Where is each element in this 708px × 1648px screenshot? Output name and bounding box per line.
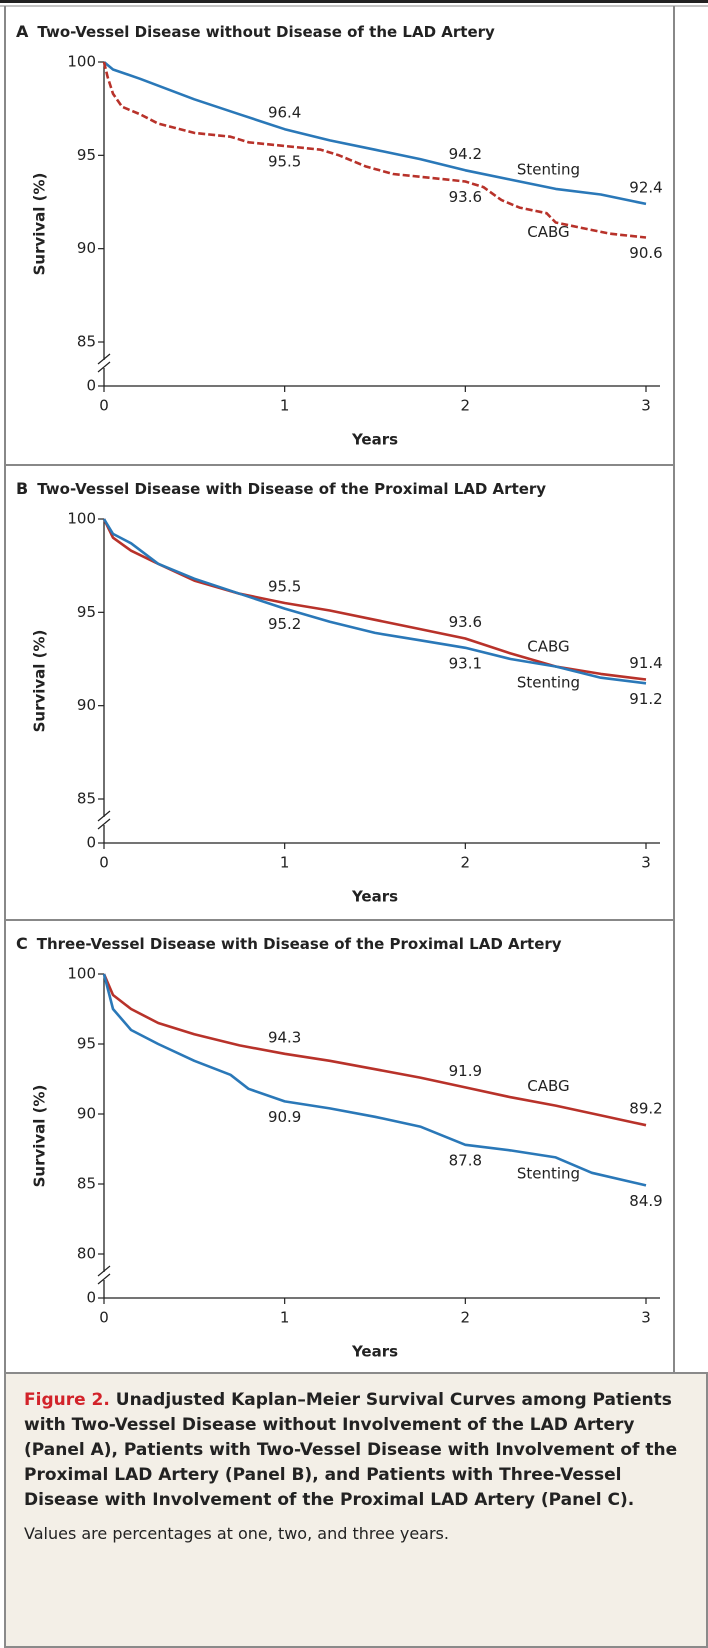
series-name: CABG <box>527 637 569 655</box>
value-label: 91.9 <box>449 1062 482 1080</box>
x-tick-label: 3 <box>641 1309 651 1327</box>
survival-curve <box>103 61 647 206</box>
y-tick-label: 100 <box>67 510 96 528</box>
x-tick-label: 0 <box>99 1309 109 1327</box>
panel-letter: A <box>16 22 29 41</box>
x-axis-label: Years <box>351 1343 398 1361</box>
y-tick-label: 95 <box>77 603 96 621</box>
panel-title-text: Two-Vessel Disease without Disease of th… <box>37 23 495 41</box>
series-name: Stenting <box>517 160 580 178</box>
caption-note: Values are percentages at one, two, and … <box>24 1524 449 1543</box>
value-label: 90.6 <box>629 244 662 262</box>
caption-lead: Figure 2. Unadjusted Kaplan–Meier Surviv… <box>24 1388 688 1513</box>
value-label: 93.1 <box>449 654 482 672</box>
figure: A Two-Vessel Disease without Disease of t… <box>0 0 708 1372</box>
series-name: CABG <box>527 1077 569 1095</box>
x-tick-label: 1 <box>280 1309 290 1327</box>
survival-curve <box>102 518 647 681</box>
value-label: 84.9 <box>629 1192 662 1210</box>
axis-break <box>97 810 111 822</box>
top-rule <box>0 0 708 3</box>
value-label: 95.2 <box>268 615 301 633</box>
survival-curve <box>102 518 647 685</box>
value-label: 95.5 <box>268 153 301 171</box>
x-axis-label: Years <box>351 888 398 906</box>
y-tick-label: 100 <box>67 53 96 71</box>
panel-title: A Two-Vessel Disease without Disease of t… <box>16 22 495 41</box>
panel-title-text: Three-Vessel Disease with Disease of the… <box>37 935 562 953</box>
value-label: 94.2 <box>449 145 482 163</box>
figure-label: Figure 2. <box>24 1390 110 1410</box>
series-name: CABG <box>527 223 569 241</box>
value-label: 89.2 <box>629 1100 662 1118</box>
x-tick-label: 2 <box>461 397 471 415</box>
x-tick-label: 3 <box>641 854 651 872</box>
caption: Figure 2. Unadjusted Kaplan–Meier Surviv… <box>4 1372 708 1648</box>
axis-break <box>97 1273 111 1285</box>
value-label: 93.6 <box>449 613 482 631</box>
x-tick-label: 2 <box>461 1309 471 1327</box>
x-tick-label: 1 <box>280 854 290 872</box>
x-tick-label: 0 <box>99 397 109 415</box>
x-tick-label: 1 <box>280 397 290 415</box>
x-tick-label: 3 <box>641 397 651 415</box>
x-tick-label: 0 <box>99 854 109 872</box>
panel-title: C Three-Vessel Disease with Disease of th… <box>16 934 562 953</box>
y-tick-label: 95 <box>77 146 96 164</box>
x-axis-label: Years <box>351 431 398 449</box>
value-label: 93.6 <box>449 188 482 206</box>
y-tick-label: 100 <box>67 965 96 983</box>
y-tick-label: 0 <box>86 1289 96 1307</box>
y-tick-label: 85 <box>77 1175 96 1193</box>
y-axis-label: Survival (%) <box>31 1085 49 1188</box>
y-tick-label: 95 <box>77 1035 96 1053</box>
axis-break <box>97 1265 111 1277</box>
axis-break <box>97 818 111 830</box>
value-label: 90.9 <box>268 1108 301 1126</box>
panel-letter: C <box>16 934 28 953</box>
value-label: 92.4 <box>629 178 662 196</box>
y-tick-label: 90 <box>77 696 96 714</box>
panel-letter: B <box>16 479 28 498</box>
axis-break <box>97 361 111 373</box>
y-tick-label: 85 <box>77 790 96 808</box>
value-label: 87.8 <box>449 1151 482 1169</box>
series-name: Stenting <box>517 673 580 691</box>
value-label: 94.3 <box>268 1028 301 1046</box>
value-label: 95.5 <box>268 578 301 596</box>
y-axis-label: Survival (%) <box>31 173 49 276</box>
y-tick-label: 80 <box>77 1245 96 1263</box>
panel-title: B Two-Vessel Disease with Disease of the … <box>16 479 546 498</box>
y-tick-label: 90 <box>77 239 96 257</box>
survival-curve <box>102 973 647 1127</box>
value-label: 96.4 <box>268 104 301 122</box>
y-axis-label: Survival (%) <box>31 630 49 733</box>
survival-curve <box>102 973 647 1187</box>
survival-curve <box>102 61 647 239</box>
series-name: Stenting <box>517 1164 580 1182</box>
y-tick-label: 0 <box>86 834 96 852</box>
x-tick-label: 2 <box>461 854 471 872</box>
y-tick-label: 90 <box>77 1105 96 1123</box>
panel-title-text: Two-Vessel Disease with Disease of the P… <box>37 480 546 498</box>
value-label: 91.2 <box>629 690 662 708</box>
y-tick-label: 0 <box>86 377 96 395</box>
caption-title: Unadjusted Kaplan–Meier Survival Curves … <box>24 1390 678 1510</box>
value-label: 91.4 <box>629 654 662 672</box>
y-tick-label: 85 <box>77 333 96 351</box>
axis-break <box>97 353 111 365</box>
